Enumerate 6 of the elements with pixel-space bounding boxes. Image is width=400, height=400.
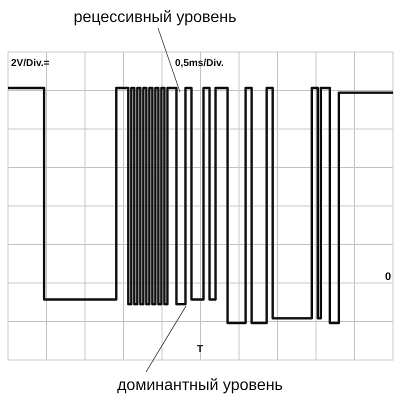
text: доминантный уровень <box>117 377 283 394</box>
text: 2V/Div.= <box>11 58 50 69</box>
chart-title: рецессивный уровень <box>74 9 236 26</box>
annotation: 0 <box>384 271 392 283</box>
text: 0,5ms/Div. <box>175 58 224 69</box>
text: T <box>196 344 204 355</box>
